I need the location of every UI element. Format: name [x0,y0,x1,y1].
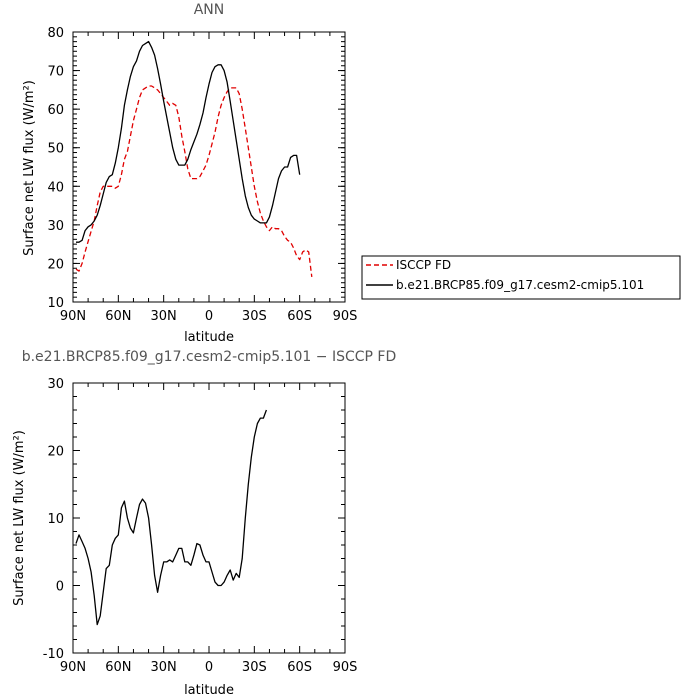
bottom-x-tick-label: 60N [105,660,131,675]
top-series-line-0 [75,85,313,277]
top-y-tick-label: 40 [47,180,64,195]
bottom-y-tick-label: 30 [47,377,64,392]
top-x-tick-label: 60N [105,309,131,324]
bottom-x-tick-label: 0 [205,660,213,675]
top-y-tick-label: 80 [47,26,64,41]
top-x-tick-label: 0 [205,309,213,324]
top-y-tick-label: 30 [47,219,64,234]
legend: ISCCP FD b.e21.BRCP85.f09_g17.cesm2-cmip… [361,255,681,300]
bottom-plot-area: 90N 60N 30N 0 30S 60S 90S -10 0 10 20 30 [43,377,358,675]
bottom-x-tick-label: 90N [60,660,86,675]
top-x-tick-label: 90N [60,309,86,324]
top-y-tick-label: 60 [47,103,64,118]
top-y-tick-label: 70 [47,65,64,80]
top-plot-area: 90N 60N 30N 0 30S 60S 90S 10 20 30 40 50 60 70 80 [47,26,357,324]
top-x-tick-label: 90S [333,309,358,324]
top-y-axis-title: Surface net LW flux (W/m²) [22,80,37,256]
bottom-y-tick-label: 10 [47,512,64,527]
bottom-series-line-0 [75,409,268,626]
bottom-panel: b.e21.BRCP85.f09_g17.cesm2-cmip5.101 − I… [12,349,396,698]
bottom-y-tick-label: 20 [47,445,64,460]
top-y-tick-label: 50 [47,142,64,157]
legend-label-model: b.e21.BRCP85.f09_g17.cesm2-cmip5.101 [396,278,644,292]
top-y-tick-label: 20 [47,257,64,272]
top-x-axis-title: latitude [184,330,234,345]
top-y-tick-label: 10 [47,296,64,311]
bottom-x-axis-title: latitude [184,683,234,698]
legend-label-isccp: ISCCP FD [396,258,451,272]
bottom-x-tick-label: 30S [242,660,267,675]
top-series-line-1 [76,40,301,243]
legend-box [361,255,681,300]
bottom-x-tick-label: 90S [333,660,358,675]
bottom-y-axis-title: Surface net LW flux (W/m²) [12,430,27,606]
bottom-x-tick-label: 30N [151,660,177,675]
bottom-y-tick-label: 0 [56,580,64,595]
bottom-plot-frame [72,382,346,654]
top-panel-title: ANN [194,2,225,18]
top-x-tick-label: 60S [287,309,312,324]
top-x-tick-label: 30S [242,309,267,324]
bottom-y-tick-label: -10 [43,647,64,662]
bottom-panel-title: b.e21.BRCP85.f09_g17.cesm2-cmip5.101 − I… [22,349,397,365]
bottom-x-tick-label: 60S [287,660,312,675]
top-x-tick-label: 30N [151,309,177,324]
top-panel: ANN 90N 60N 30N 0 30S 60S 90S1020304050607080 … [22,2,357,345]
